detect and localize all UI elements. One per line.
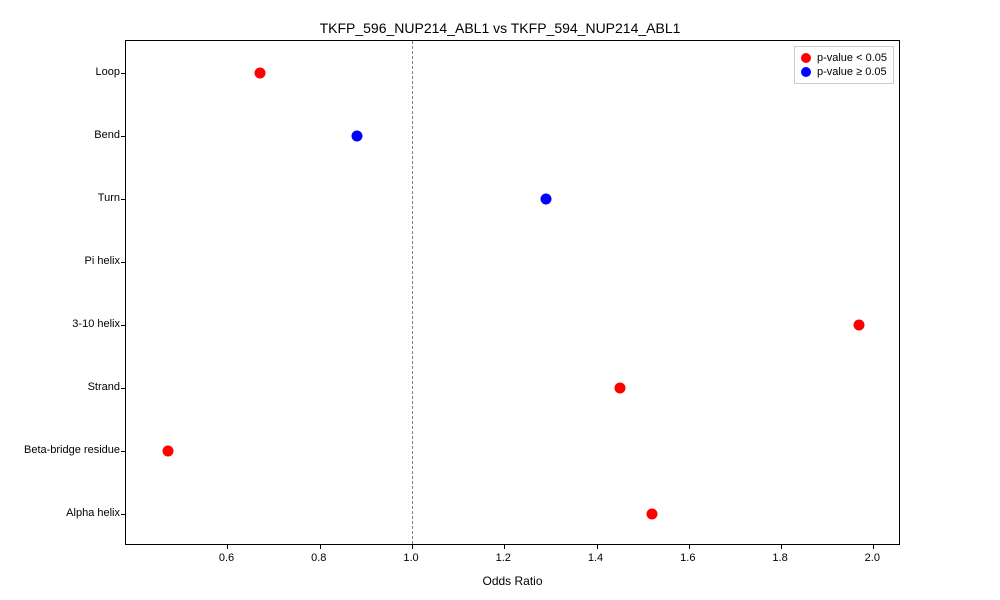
x-tick-label: 1.8 [772,552,787,564]
x-axis-label: Odds Ratio [125,574,900,588]
y-tick [121,325,126,326]
y-tick-label: Strand [5,381,120,393]
x-tick-label: 1.2 [496,552,511,564]
x-tick [412,544,413,549]
data-point [614,383,625,394]
reference-line [412,41,413,544]
legend-label: p-value < 0.05 [817,52,887,64]
x-tick-label: 1.6 [680,552,695,564]
x-tick [227,544,228,549]
y-tick-label: Loop [5,66,120,78]
x-tick [504,544,505,549]
legend-item: p-value < 0.05 [801,51,887,65]
legend-marker [801,67,811,77]
y-tick [121,136,126,137]
data-point [162,446,173,457]
legend: p-value < 0.05 p-value ≥ 0.05 [794,46,894,84]
data-point [351,130,362,141]
y-tick [121,73,126,74]
data-point [646,509,657,520]
chart-title: TKFP_596_NUP214_ABL1 vs TKFP_594_NUP214_… [0,20,1000,36]
legend-marker [801,53,811,63]
y-tick-label: Beta-bridge residue [5,444,120,456]
x-tick-label: 2.0 [865,552,880,564]
y-tick-label: Pi helix [5,255,120,267]
x-tick [781,544,782,549]
data-point [854,320,865,331]
data-point [254,67,265,78]
x-tick [689,544,690,549]
x-tick [597,544,598,549]
y-tick [121,451,126,452]
scatter-chart: TKFP_596_NUP214_ABL1 vs TKFP_594_NUP214_… [0,0,1000,600]
x-tick-label: 0.8 [311,552,326,564]
x-tick [873,544,874,549]
x-tick [320,544,321,549]
y-tick [121,199,126,200]
y-tick-label: Bend [5,129,120,141]
legend-label: p-value ≥ 0.05 [817,66,887,78]
x-tick-label: 0.6 [219,552,234,564]
y-tick [121,514,126,515]
x-tick-label: 1.4 [588,552,603,564]
y-tick-label: 3-10 helix [5,318,120,330]
y-tick-label: Turn [5,192,120,204]
y-tick [121,388,126,389]
y-tick-label: Alpha helix [5,507,120,519]
legend-item: p-value ≥ 0.05 [801,65,887,79]
y-tick [121,262,126,263]
plot-area: p-value < 0.05 p-value ≥ 0.05 [125,40,900,545]
x-tick-label: 1.0 [403,552,418,564]
data-point [540,193,551,204]
